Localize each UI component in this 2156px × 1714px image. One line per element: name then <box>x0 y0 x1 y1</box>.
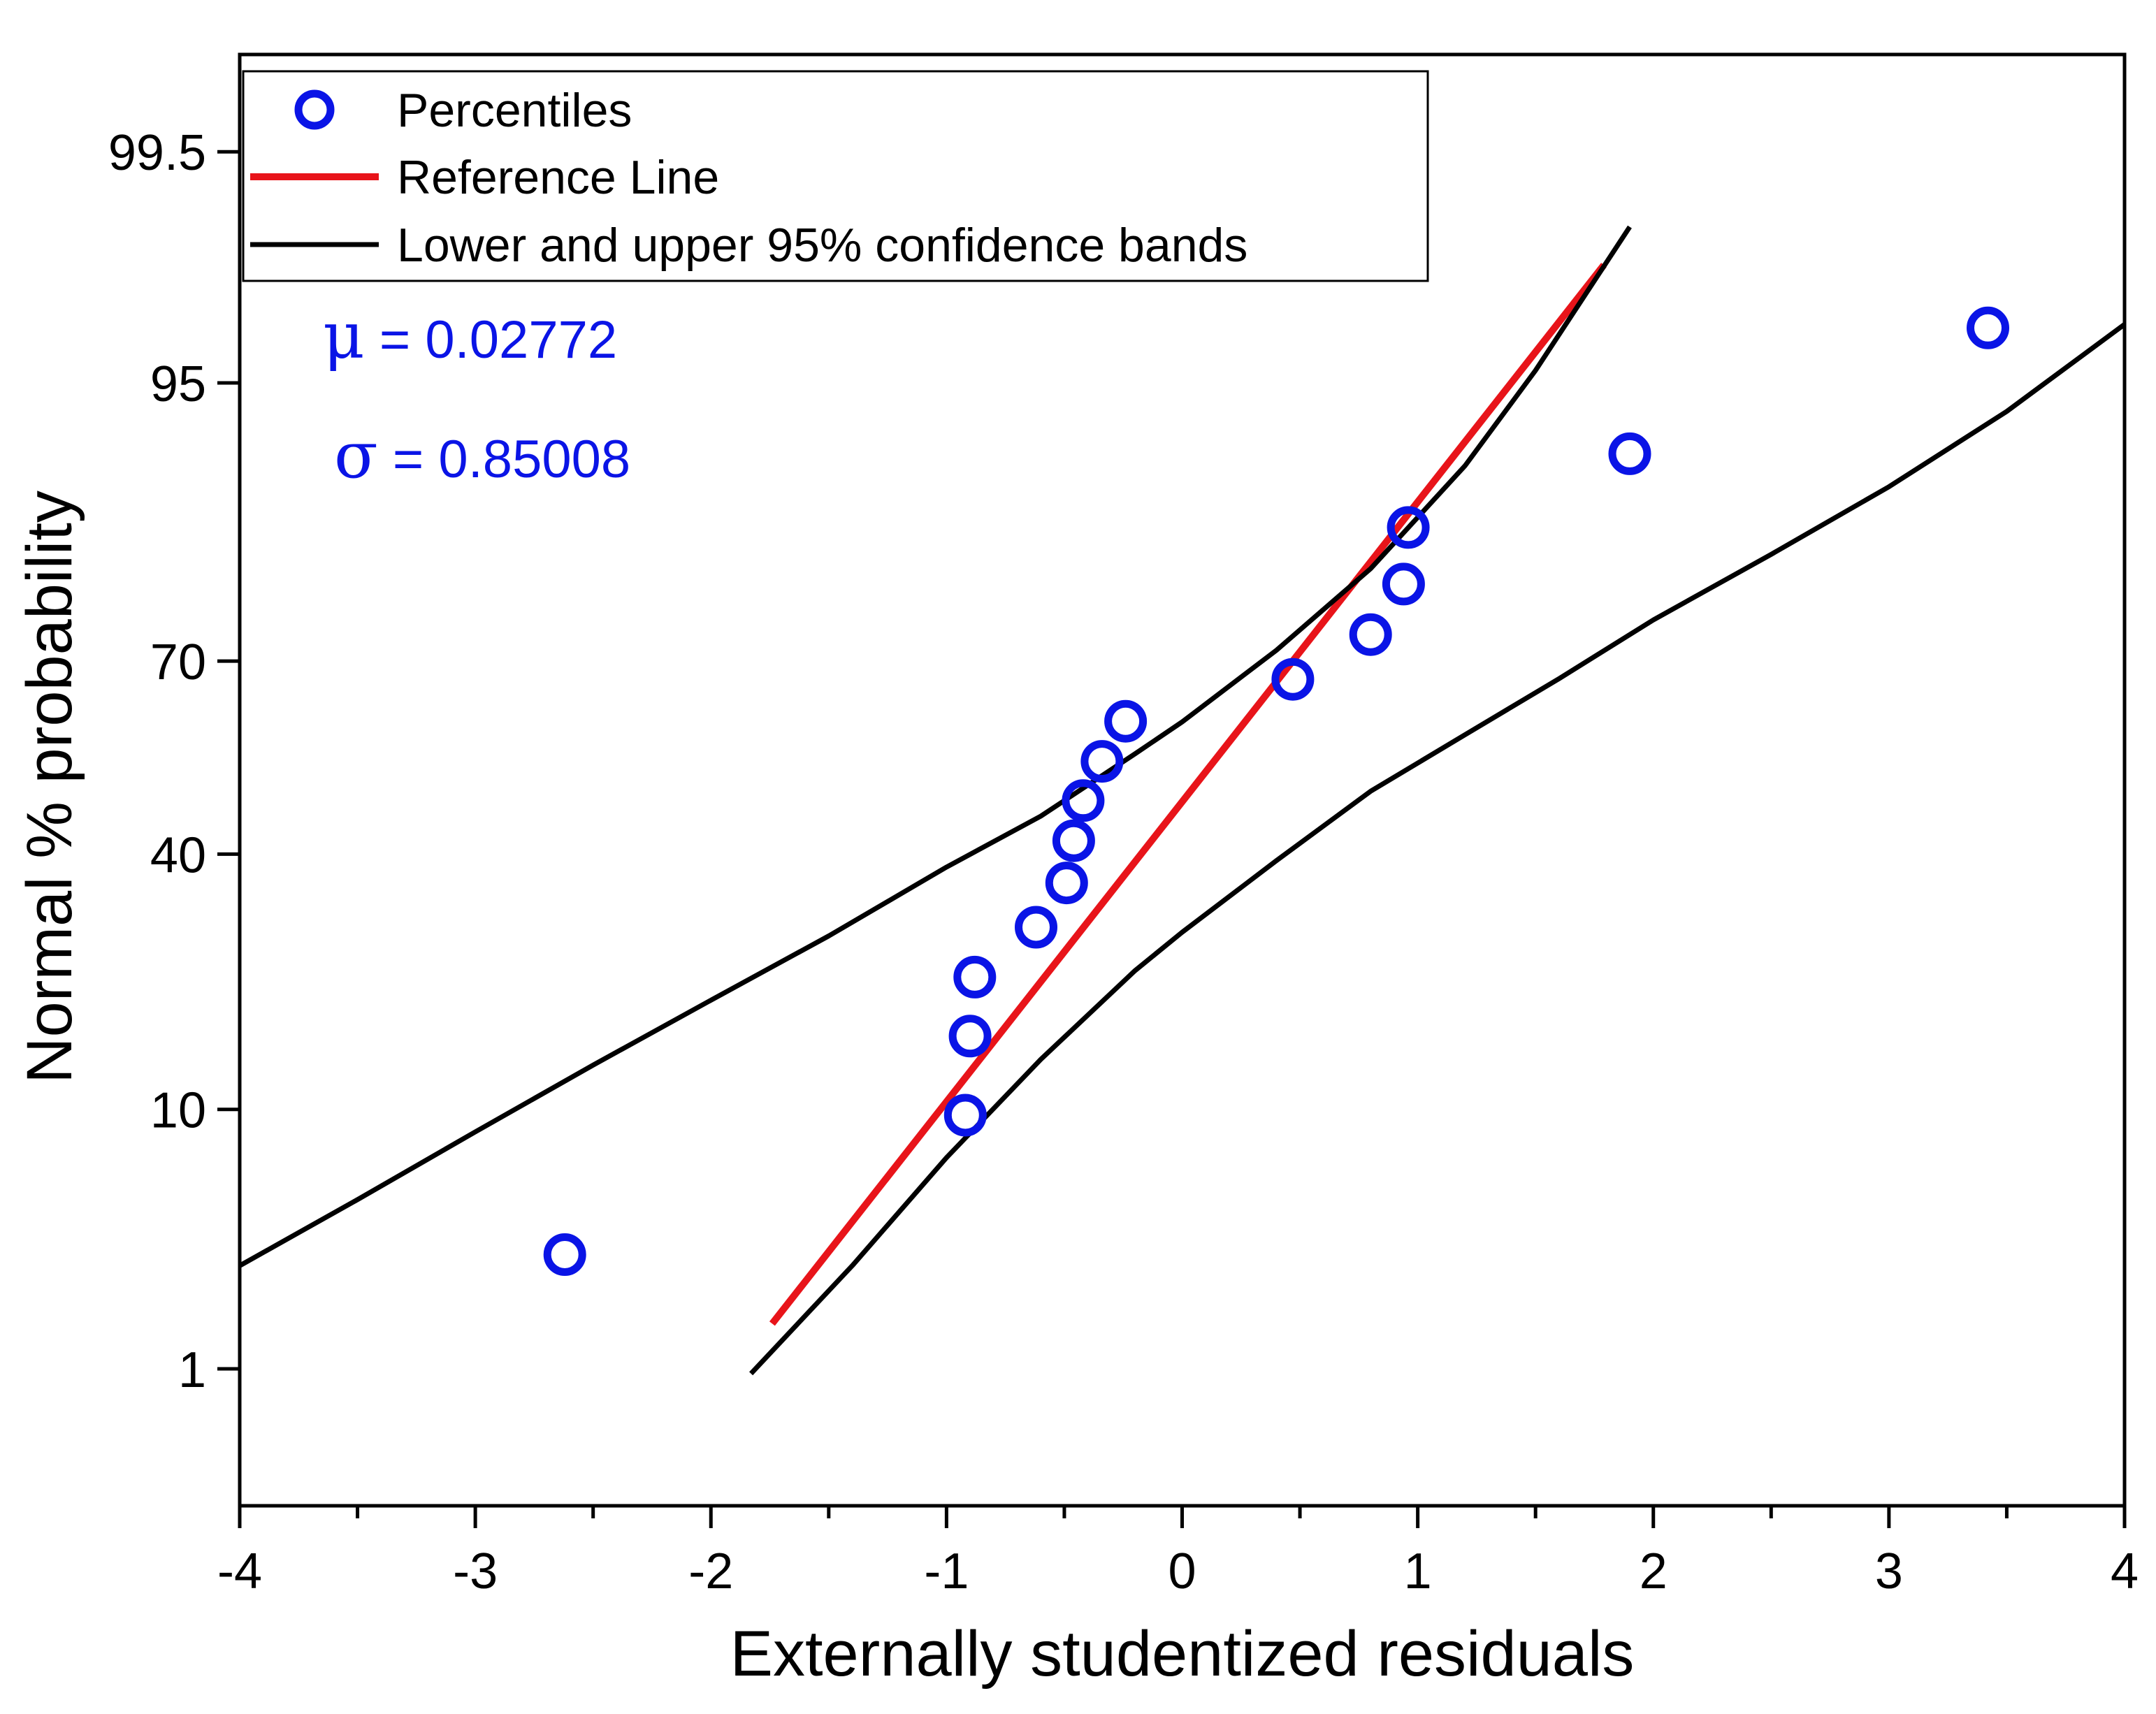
percentile-point <box>543 1233 586 1276</box>
annotation-value: = 0.85008 <box>378 430 630 489</box>
percentile-point <box>948 1015 992 1058</box>
y-tick-label: 99.5 <box>108 125 206 181</box>
x-tick-label: -3 <box>453 1544 498 1599</box>
percentile-point <box>953 955 997 998</box>
x-tick-label: -1 <box>924 1544 969 1599</box>
x-tick-label: -2 <box>688 1544 733 1599</box>
percentile-point <box>1967 306 2009 349</box>
x-tick-label: 1 <box>1404 1544 1432 1599</box>
y-tick-label: 95 <box>150 356 206 412</box>
legend-label: Percentiles <box>397 84 632 137</box>
annotation-value: = 0.02772 <box>365 310 617 370</box>
percentile-point <box>1608 432 1651 475</box>
legend: Percentiles Reference Line Lower and upper… <box>242 70 1429 282</box>
x-tick-label: -4 <box>217 1544 262 1599</box>
x-axis-title: Externally studentized residuals <box>730 1618 1635 1690</box>
y-axis-title: Normal % probability <box>14 491 85 1084</box>
percentile-point <box>1045 862 1088 905</box>
y-tick-label: 1 <box>178 1342 206 1398</box>
percentile-point <box>1080 740 1124 783</box>
sigma-symbol: σ <box>334 418 378 493</box>
upper-confidence-band <box>240 225 1632 1268</box>
x-tick-label: 3 <box>1875 1544 1903 1599</box>
reference-line <box>769 263 1607 1326</box>
percentile-point <box>1271 658 1315 701</box>
percentile-point <box>1387 506 1430 549</box>
y-tick-label: 40 <box>150 827 206 883</box>
axes: -4 -3 -2 -1 0 1 2 3 4 1 10 40 70 95 99.5 Externally stu… <box>14 52 2139 1690</box>
legend-label: Reference Line <box>397 151 719 204</box>
legend-label: Lower and upper 95% confidence bands <box>397 219 1247 272</box>
percentile-point <box>1015 906 1057 949</box>
mean-annotation: μ = 0.02772 <box>323 298 617 373</box>
std-annotation: σ = 0.85008 <box>334 418 630 493</box>
y-tick-label: 70 <box>150 634 206 690</box>
x-tick-label: 4 <box>2111 1544 2139 1599</box>
annotations: μ = 0.02772 σ = 0.85008 <box>323 298 630 493</box>
plot-area <box>240 225 2125 1376</box>
mu-symbol: μ <box>323 298 365 373</box>
percentile-point <box>1104 699 1148 743</box>
y-tick-label: 10 <box>150 1083 206 1139</box>
legend-marker-percentiles <box>294 89 335 130</box>
percentile-point <box>1052 819 1095 862</box>
legend-box <box>242 70 1429 282</box>
percentile-point <box>1349 613 1392 656</box>
x-tick-label: 2 <box>1640 1544 1667 1599</box>
percentile-point <box>1062 779 1105 822</box>
percentile-point <box>1382 562 1425 606</box>
percentile-point <box>943 1094 987 1137</box>
x-tick-label: 0 <box>1168 1544 1196 1599</box>
